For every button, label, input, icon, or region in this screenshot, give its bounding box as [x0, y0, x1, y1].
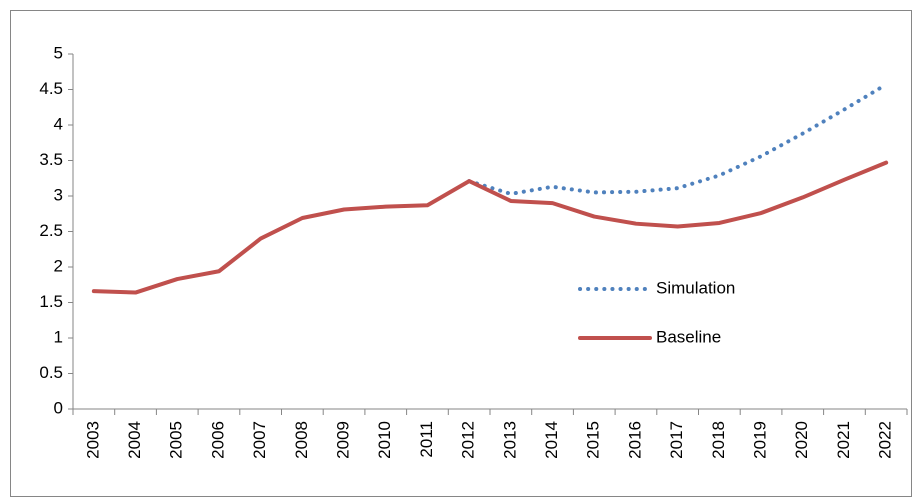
- x-tick-label: 2019: [751, 421, 770, 459]
- legend-label: Simulation: [656, 278, 735, 297]
- x-tick-label: 2021: [834, 421, 853, 459]
- y-tick-label: 1.5: [39, 292, 63, 311]
- x-tick-label: 2016: [625, 421, 644, 459]
- series-line: [91, 160, 889, 295]
- x-tick-label: 2009: [334, 421, 353, 459]
- chart-border: [10, 10, 912, 497]
- x-tick-label: 2004: [125, 421, 144, 459]
- x-tick-label: 2005: [167, 421, 186, 459]
- y-tick-label: 0.5: [39, 363, 63, 382]
- x-tick-label: 2012: [459, 421, 478, 459]
- x-tick-label: 2010: [375, 421, 394, 459]
- x-tick-label: 2020: [792, 421, 811, 459]
- y-tick-label: 0: [54, 398, 63, 417]
- y-tick-label: 4.5: [39, 79, 63, 98]
- y-tick-label: 3.5: [39, 150, 63, 169]
- x-tick-label: 2018: [709, 421, 728, 459]
- x-tick-label: 2013: [500, 421, 519, 459]
- x-tick-label: 2007: [250, 421, 269, 459]
- x-tick-label: 2015: [584, 421, 603, 459]
- x-tick-label: 2022: [876, 421, 895, 459]
- y-tick-label: 2: [54, 256, 63, 275]
- x-tick-label: 2014: [542, 421, 561, 459]
- y-tick-label: 2.5: [39, 221, 63, 240]
- series-line: [467, 82, 889, 196]
- y-tick-label: 4: [54, 114, 63, 133]
- x-tick-label: 2008: [292, 421, 311, 459]
- x-tick-label: 2017: [667, 421, 686, 459]
- y-tick-label: 1: [54, 327, 63, 346]
- legend-label: Baseline: [656, 327, 721, 346]
- x-tick-label: 2011: [417, 421, 436, 458]
- x-tick-label: 2003: [83, 421, 102, 459]
- y-tick-label: 5: [54, 43, 63, 62]
- y-tick-label: 3: [54, 185, 63, 204]
- x-tick-label: 2006: [208, 421, 227, 459]
